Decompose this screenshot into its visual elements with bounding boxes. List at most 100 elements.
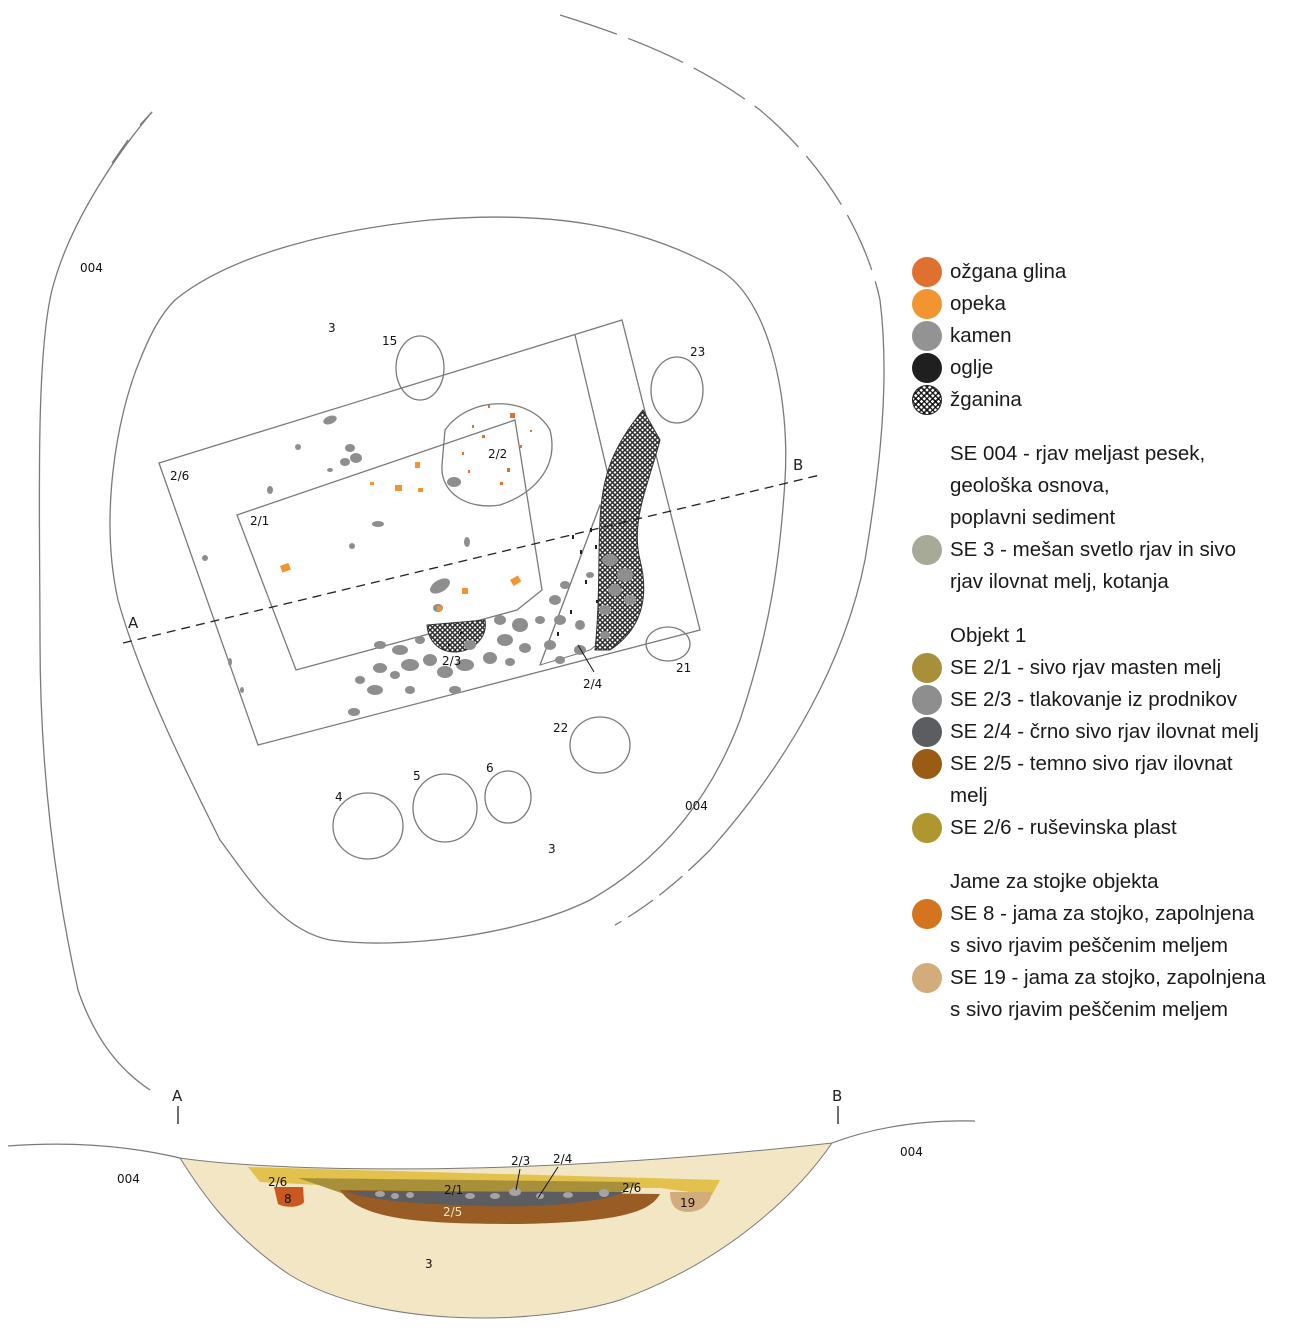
posthole-8-profile <box>274 1187 304 1207</box>
label-004-plan-right: 004 <box>685 799 708 813</box>
se004-line-2: geološka osnova, <box>950 474 1110 497</box>
symbol-item: oglje <box>912 352 1297 384</box>
symbol-swatch <box>912 353 942 383</box>
section-a-plan: A <box>128 614 139 632</box>
label-2-4-profile: 2/4 <box>553 1152 572 1166</box>
se3-swatch <box>912 535 942 565</box>
posthole-23 <box>650 356 704 424</box>
legend-se004: SE 004 - rjav meljast pesek, geološka os… <box>912 438 1297 534</box>
objekt-item: SE 2/3 - tlakovanje iz prodnikov <box>912 684 1297 716</box>
label-6: 6 <box>486 761 494 775</box>
symbol-label: ožgana glina <box>950 260 1067 283</box>
label-3-plan-top: 3 <box>328 321 336 335</box>
section-b-profile: B <box>832 1087 842 1105</box>
section-a-profile: A <box>172 1087 183 1105</box>
symbol-item: opeka <box>912 288 1297 320</box>
objekt-label: SE 2/5 - temno sivo rjav ilovnat <box>950 752 1233 775</box>
symbol-swatch <box>912 321 942 351</box>
label-4: 4 <box>335 790 343 804</box>
symbol-item: ožgana glina <box>912 256 1297 288</box>
objekt-swatch <box>912 749 942 779</box>
jame-swatch <box>912 963 942 993</box>
label-004-profile-right: 004 <box>900 1145 923 1159</box>
label-22: 22 <box>553 721 568 735</box>
charcoal-marks <box>448 528 598 646</box>
label-004-plan-left: 004 <box>80 261 103 275</box>
posthole-22 <box>569 716 631 774</box>
jame-label: SE 8 - jama za stojko, zapolnjena <box>950 902 1255 925</box>
posthole-15 <box>395 335 445 401</box>
legend-jame: SE 8 - jama za stojko, zapolnjena s sivo … <box>912 898 1297 1026</box>
symbol-label: oglje <box>950 356 994 379</box>
label-2-6-profile-left: 2/6 <box>268 1175 287 1189</box>
depression-outline <box>109 216 787 944</box>
jame-label: SE 19 - jama za stojko, zapolnjena <box>950 966 1266 989</box>
objekt-label: melj <box>950 784 988 807</box>
label-2-6-plan: 2/6 <box>170 469 189 483</box>
outer-pit-dash-bottom <box>614 849 711 926</box>
posthole-19-profile <box>670 1192 712 1212</box>
jame-title: Jame za stojke objekta <box>950 870 1159 893</box>
objekt-label: SE 2/6 - ruševinska plast <box>950 816 1177 839</box>
symbol-swatch <box>912 289 942 319</box>
leader-2-3-profile <box>515 1168 521 1191</box>
symbol-label: opeka <box>950 292 1006 315</box>
posthole-4 <box>332 792 404 860</box>
label-2-2-plan: 2/2 <box>488 447 507 461</box>
jame-label: s sivo rjavim peščenim meljem <box>950 934 1228 957</box>
objekt-item: SE 2/6 - ruševinska plast <box>912 812 1297 844</box>
label-3-plan-bottom: 3 <box>548 842 556 856</box>
label-19-profile: 19 <box>680 1196 695 1210</box>
jame-label: s sivo rjavim peščenim meljem <box>950 998 1228 1021</box>
label-23: 23 <box>690 345 705 359</box>
building-inner-2-1 <box>236 419 543 671</box>
jame-item: SE 19 - jama za stojko, zapolnjena s sivo… <box>912 962 1297 1026</box>
layer-2-4-fill <box>345 1191 625 1207</box>
outer-pit-dash-top <box>559 14 881 301</box>
label-2-1-plan: 2/1 <box>250 514 269 528</box>
legend-se3: SE 3 - mešan svetlo rjav in sivo rjav il… <box>912 534 1297 598</box>
label-2-4-plan: 2/4 <box>583 677 602 691</box>
objekt-swatch <box>912 653 942 683</box>
burnt-layer-hearth <box>426 619 486 653</box>
label-15: 15 <box>382 334 397 348</box>
outer-pit-dash-left-top <box>111 111 153 164</box>
outer-pit-outline <box>38 111 153 1091</box>
building-outline-2-6 <box>158 319 701 746</box>
stones-layer <box>202 415 636 716</box>
posthole-6 <box>484 770 532 824</box>
brick-fragments <box>280 462 522 611</box>
posthole-5 <box>412 773 478 843</box>
label-2-5-profile: 2/5 <box>443 1205 462 1219</box>
objekt-label: SE 2/4 - črno sivo rjav ilovnat melj <box>950 720 1259 743</box>
jame-item: SE 8 - jama za stojko, zapolnjena s sivo … <box>912 898 1297 962</box>
se004-line-1: SE 004 - rjav meljast pesek, <box>950 442 1206 465</box>
outer-pit-right <box>709 299 885 851</box>
symbol-item: kamen <box>912 320 1297 352</box>
se004-line-3: poplavni sediment <box>950 506 1116 529</box>
objekt-item: SE 2/1 - sivo rjav masten melj <box>912 652 1297 684</box>
objekt-label: SE 2/1 - sivo rjav masten melj <box>950 656 1222 679</box>
symbol-label: kamen <box>950 324 1012 347</box>
section-b-plan: B <box>793 456 803 474</box>
legend-objekt: SE 2/1 - sivo rjav masten melj SE 2/3 - t… <box>912 652 1297 844</box>
se3-line-1: SE 3 - mešan svetlo rjav in sivo <box>950 538 1236 561</box>
objekt-swatch <box>912 685 942 715</box>
symbol-swatch <box>912 385 942 415</box>
symbol-item: žganina <box>912 384 1297 416</box>
profile-ground-line <box>7 1120 976 1159</box>
burnt-clay-fragments <box>462 405 532 485</box>
objekt-item: SE 2/5 - temno sivo rjav ilovnat melj <box>912 748 1297 812</box>
label-2-6-profile-right: 2/6 <box>622 1181 641 1195</box>
label-2-3-profile: 2/3 <box>511 1154 530 1168</box>
objekt-title: Objekt 1 <box>950 624 1027 647</box>
objekt-item: SE 2/4 - črno sivo rjav ilovnat melj <box>912 716 1297 748</box>
label-8-profile: 8 <box>284 1192 292 1206</box>
se3-line-2: rjav ilovnat melj, kotanja <box>950 570 1169 593</box>
section-line-a-b <box>122 474 821 644</box>
label-004-profile-left: 004 <box>117 1172 140 1186</box>
legend-symbols: ožgana glina opeka kamen oglje žganina <box>912 256 1297 416</box>
leader-2-4-plan <box>577 644 595 673</box>
jame-swatch <box>912 899 942 929</box>
